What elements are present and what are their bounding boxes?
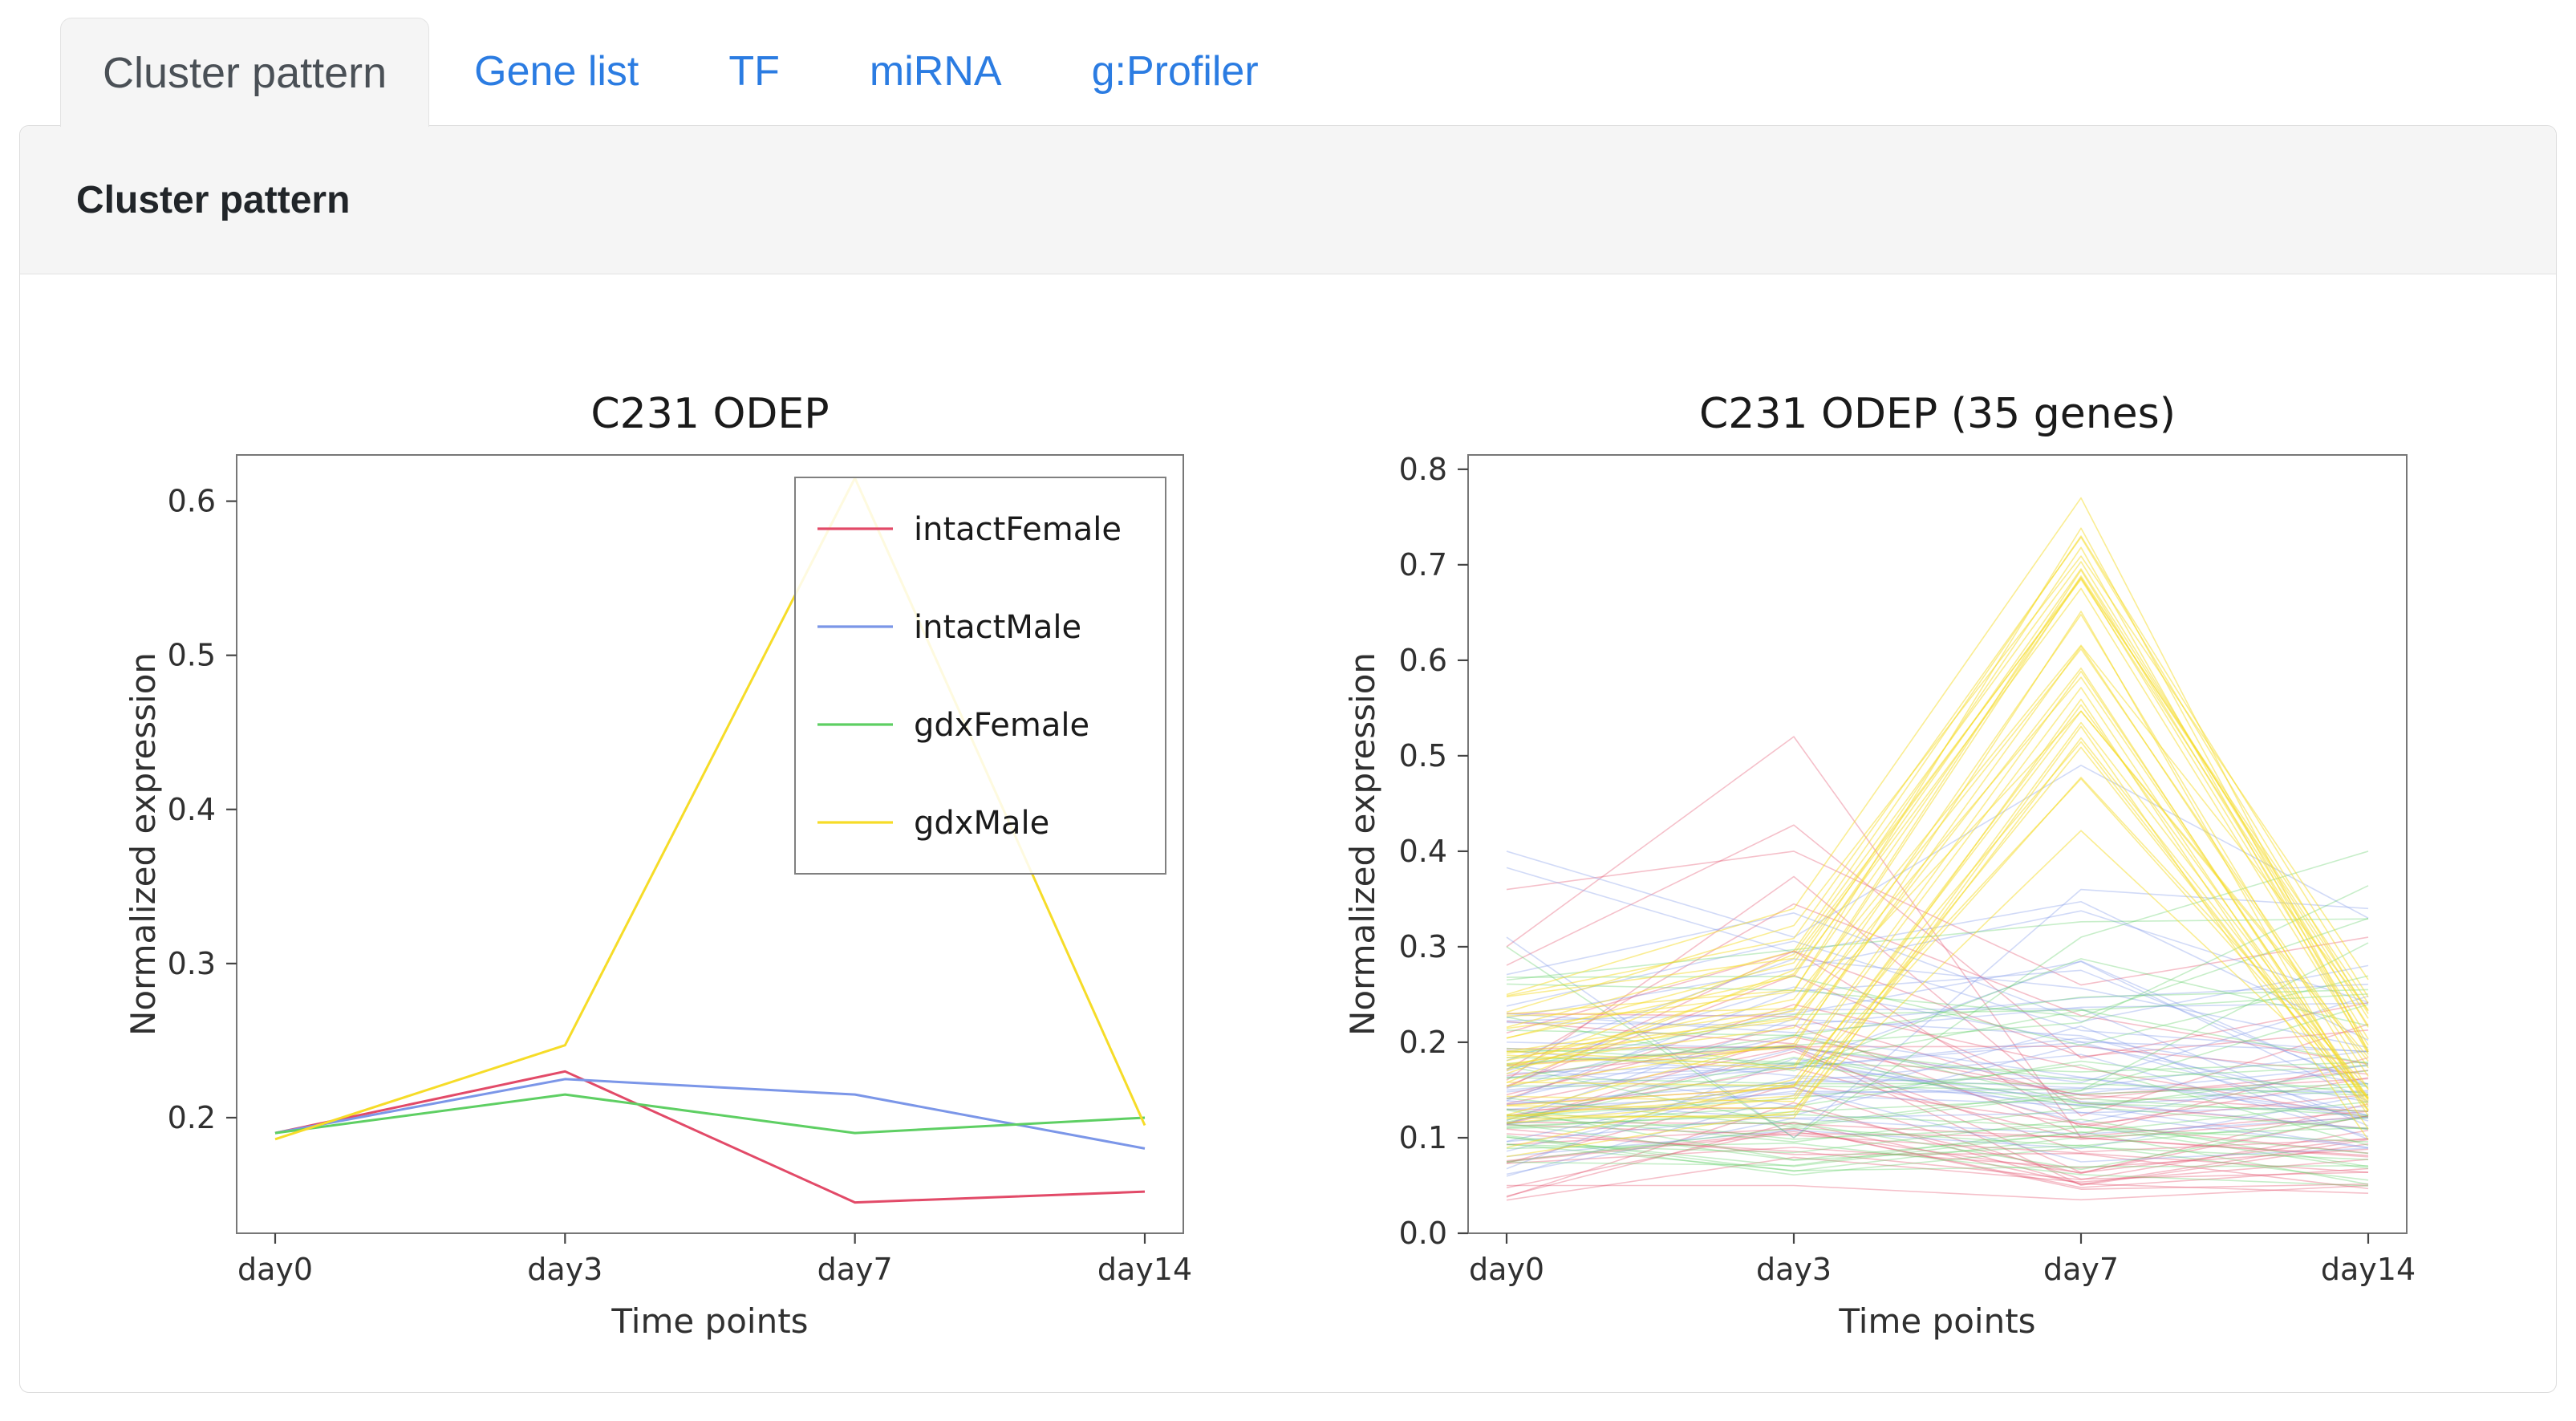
svg-text:0.5: 0.5 (168, 638, 216, 673)
svg-text:Normalized expression: Normalized expression (124, 652, 163, 1036)
svg-text:day14: day14 (2321, 1252, 2416, 1287)
svg-text:0.1: 0.1 (1399, 1120, 1447, 1155)
tab-gprofiler[interactable]: g:Profiler (1091, 48, 1259, 95)
chart-cluster-mean-expression: C231 ODEP 0.2 0.3 0.4 0.5 0.6 day0 day3 day7 day1… (124, 390, 1192, 1341)
svg-text:0.0: 0.0 (1399, 1216, 1447, 1251)
svg-text:0.2: 0.2 (1399, 1025, 1447, 1060)
svg-text:0.8: 0.8 (1399, 452, 1447, 487)
svg-text:intactFemale: intactFemale (914, 511, 1122, 548)
panel-title: Cluster pattern (76, 178, 351, 221)
svg-text:0.4: 0.4 (168, 792, 216, 827)
svg-text:day0: day0 (1469, 1252, 1544, 1287)
svg-text:day3: day3 (1756, 1252, 1832, 1287)
svg-text:intactMale: intactMale (914, 609, 1081, 646)
svg-text:day14: day14 (1097, 1252, 1192, 1287)
svg-text:0.3: 0.3 (168, 946, 216, 981)
svg-text:gdxMale: gdxMale (914, 805, 1049, 842)
svg-text:0.2: 0.2 (168, 1100, 216, 1135)
svg-text:Time points: Time points (1838, 1301, 2035, 1341)
cluster-pattern-panel: Cluster pattern C231 ODEP 0.2 0.3 0.4 0.5 0.6… (19, 125, 2557, 1393)
svg-text:Normalized expression: Normalized expression (1343, 652, 1382, 1036)
svg-text:C231 ODEP (35 genes): C231 ODEP (35 genes) (1699, 390, 2176, 438)
svg-text:0.3: 0.3 (1399, 929, 1447, 964)
svg-text:0.6: 0.6 (168, 484, 216, 519)
svg-text:day0: day0 (237, 1252, 313, 1287)
panel-header: Cluster pattern (20, 126, 2556, 274)
svg-text:0.4: 0.4 (1399, 834, 1447, 869)
tab-cluster-pattern[interactable]: Cluster pattern (60, 18, 430, 127)
svg-text:day7: day7 (817, 1252, 893, 1287)
tab-bar: Cluster pattern Gene list TF miRNA g:Pro… (0, 0, 2576, 127)
svg-text:0.5: 0.5 (1399, 738, 1447, 773)
svg-text:day3: day3 (527, 1252, 602, 1287)
tab-tf[interactable]: TF (728, 48, 780, 95)
svg-text:0.7: 0.7 (1399, 547, 1447, 583)
svg-text:C231 ODEP: C231 ODEP (590, 390, 829, 438)
chart-cluster-gene-traces: C231 ODEP (35 genes) 0.0 0.1 0.2 0.3 0.4 0.5 0.… (1343, 390, 2416, 1341)
tab-mirna[interactable]: miRNA (869, 48, 1002, 95)
svg-text:0.6: 0.6 (1399, 643, 1447, 678)
svg-text:gdxFemale: gdxFemale (914, 707, 1089, 744)
panel-body: C231 ODEP 0.2 0.3 0.4 0.5 0.6 day0 day3 day7 day1… (20, 274, 2556, 1346)
tab-gene-list[interactable]: Gene list (474, 48, 639, 95)
svg-text:Time points: Time points (611, 1301, 808, 1341)
svg-text:day7: day7 (2043, 1252, 2119, 1287)
